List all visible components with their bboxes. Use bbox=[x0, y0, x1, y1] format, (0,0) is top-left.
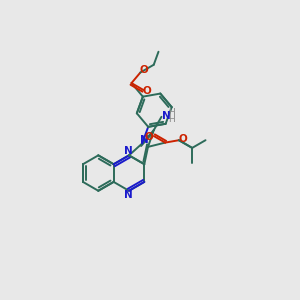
Text: H: H bbox=[168, 116, 175, 124]
Text: N: N bbox=[124, 146, 133, 157]
Text: N: N bbox=[162, 111, 170, 121]
Text: O: O bbox=[145, 132, 154, 142]
Text: O: O bbox=[178, 134, 187, 144]
Text: O: O bbox=[143, 86, 152, 96]
Text: N: N bbox=[140, 135, 149, 145]
Text: O: O bbox=[140, 65, 148, 75]
Text: N: N bbox=[124, 190, 133, 200]
Text: H: H bbox=[168, 108, 175, 117]
